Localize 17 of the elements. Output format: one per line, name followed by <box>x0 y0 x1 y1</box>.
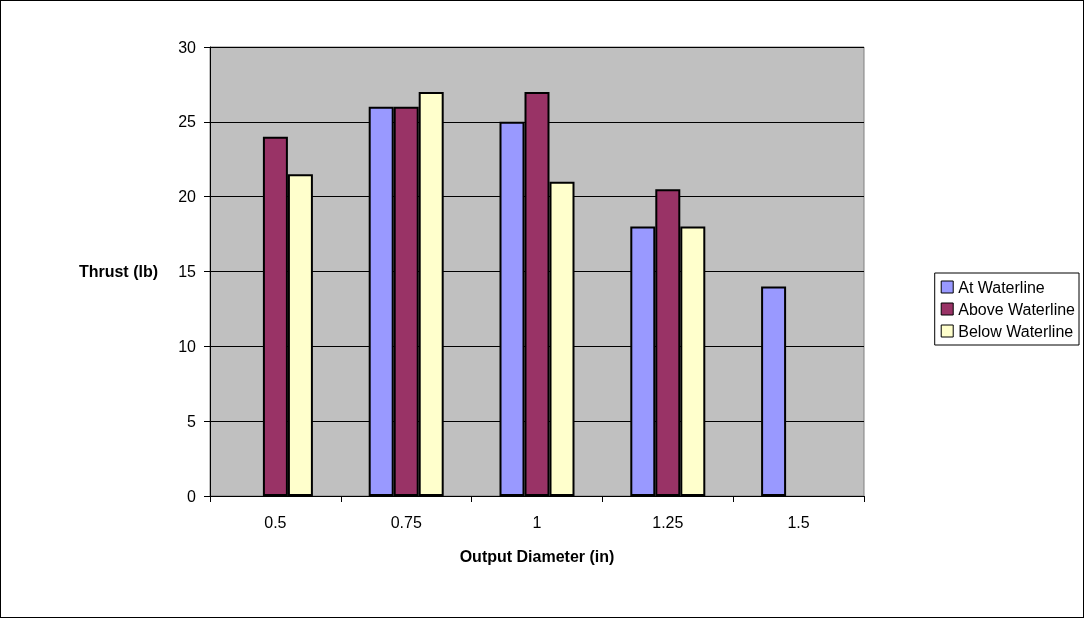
x-tick-label: 1.5 <box>787 513 810 531</box>
x-tick-label: 0.75 <box>390 513 422 531</box>
y-tick-label: 25 <box>178 113 197 131</box>
y-tick-label: 15 <box>178 263 197 280</box>
x-tick-label: 1 <box>532 513 542 531</box>
legend-label: Below Waterline <box>958 322 1074 340</box>
legend-label: At Waterline <box>958 278 1045 296</box>
x-axis-title: Output Diameter (in) <box>459 547 615 565</box>
y-tick-label: 5 <box>187 412 197 430</box>
y-tick-label: 10 <box>178 337 197 355</box>
y-axis-title: Thrust (lb) <box>78 263 158 280</box>
y-tick-label: 30 <box>178 38 197 56</box>
x-tick-label: 1.25 <box>652 513 684 531</box>
x-tick-label: 0.5 <box>264 513 287 531</box>
y-tick-label: 20 <box>178 188 197 206</box>
legend-label: Above Waterline <box>958 300 1076 318</box>
y-tick-label: 0 <box>187 487 197 505</box>
